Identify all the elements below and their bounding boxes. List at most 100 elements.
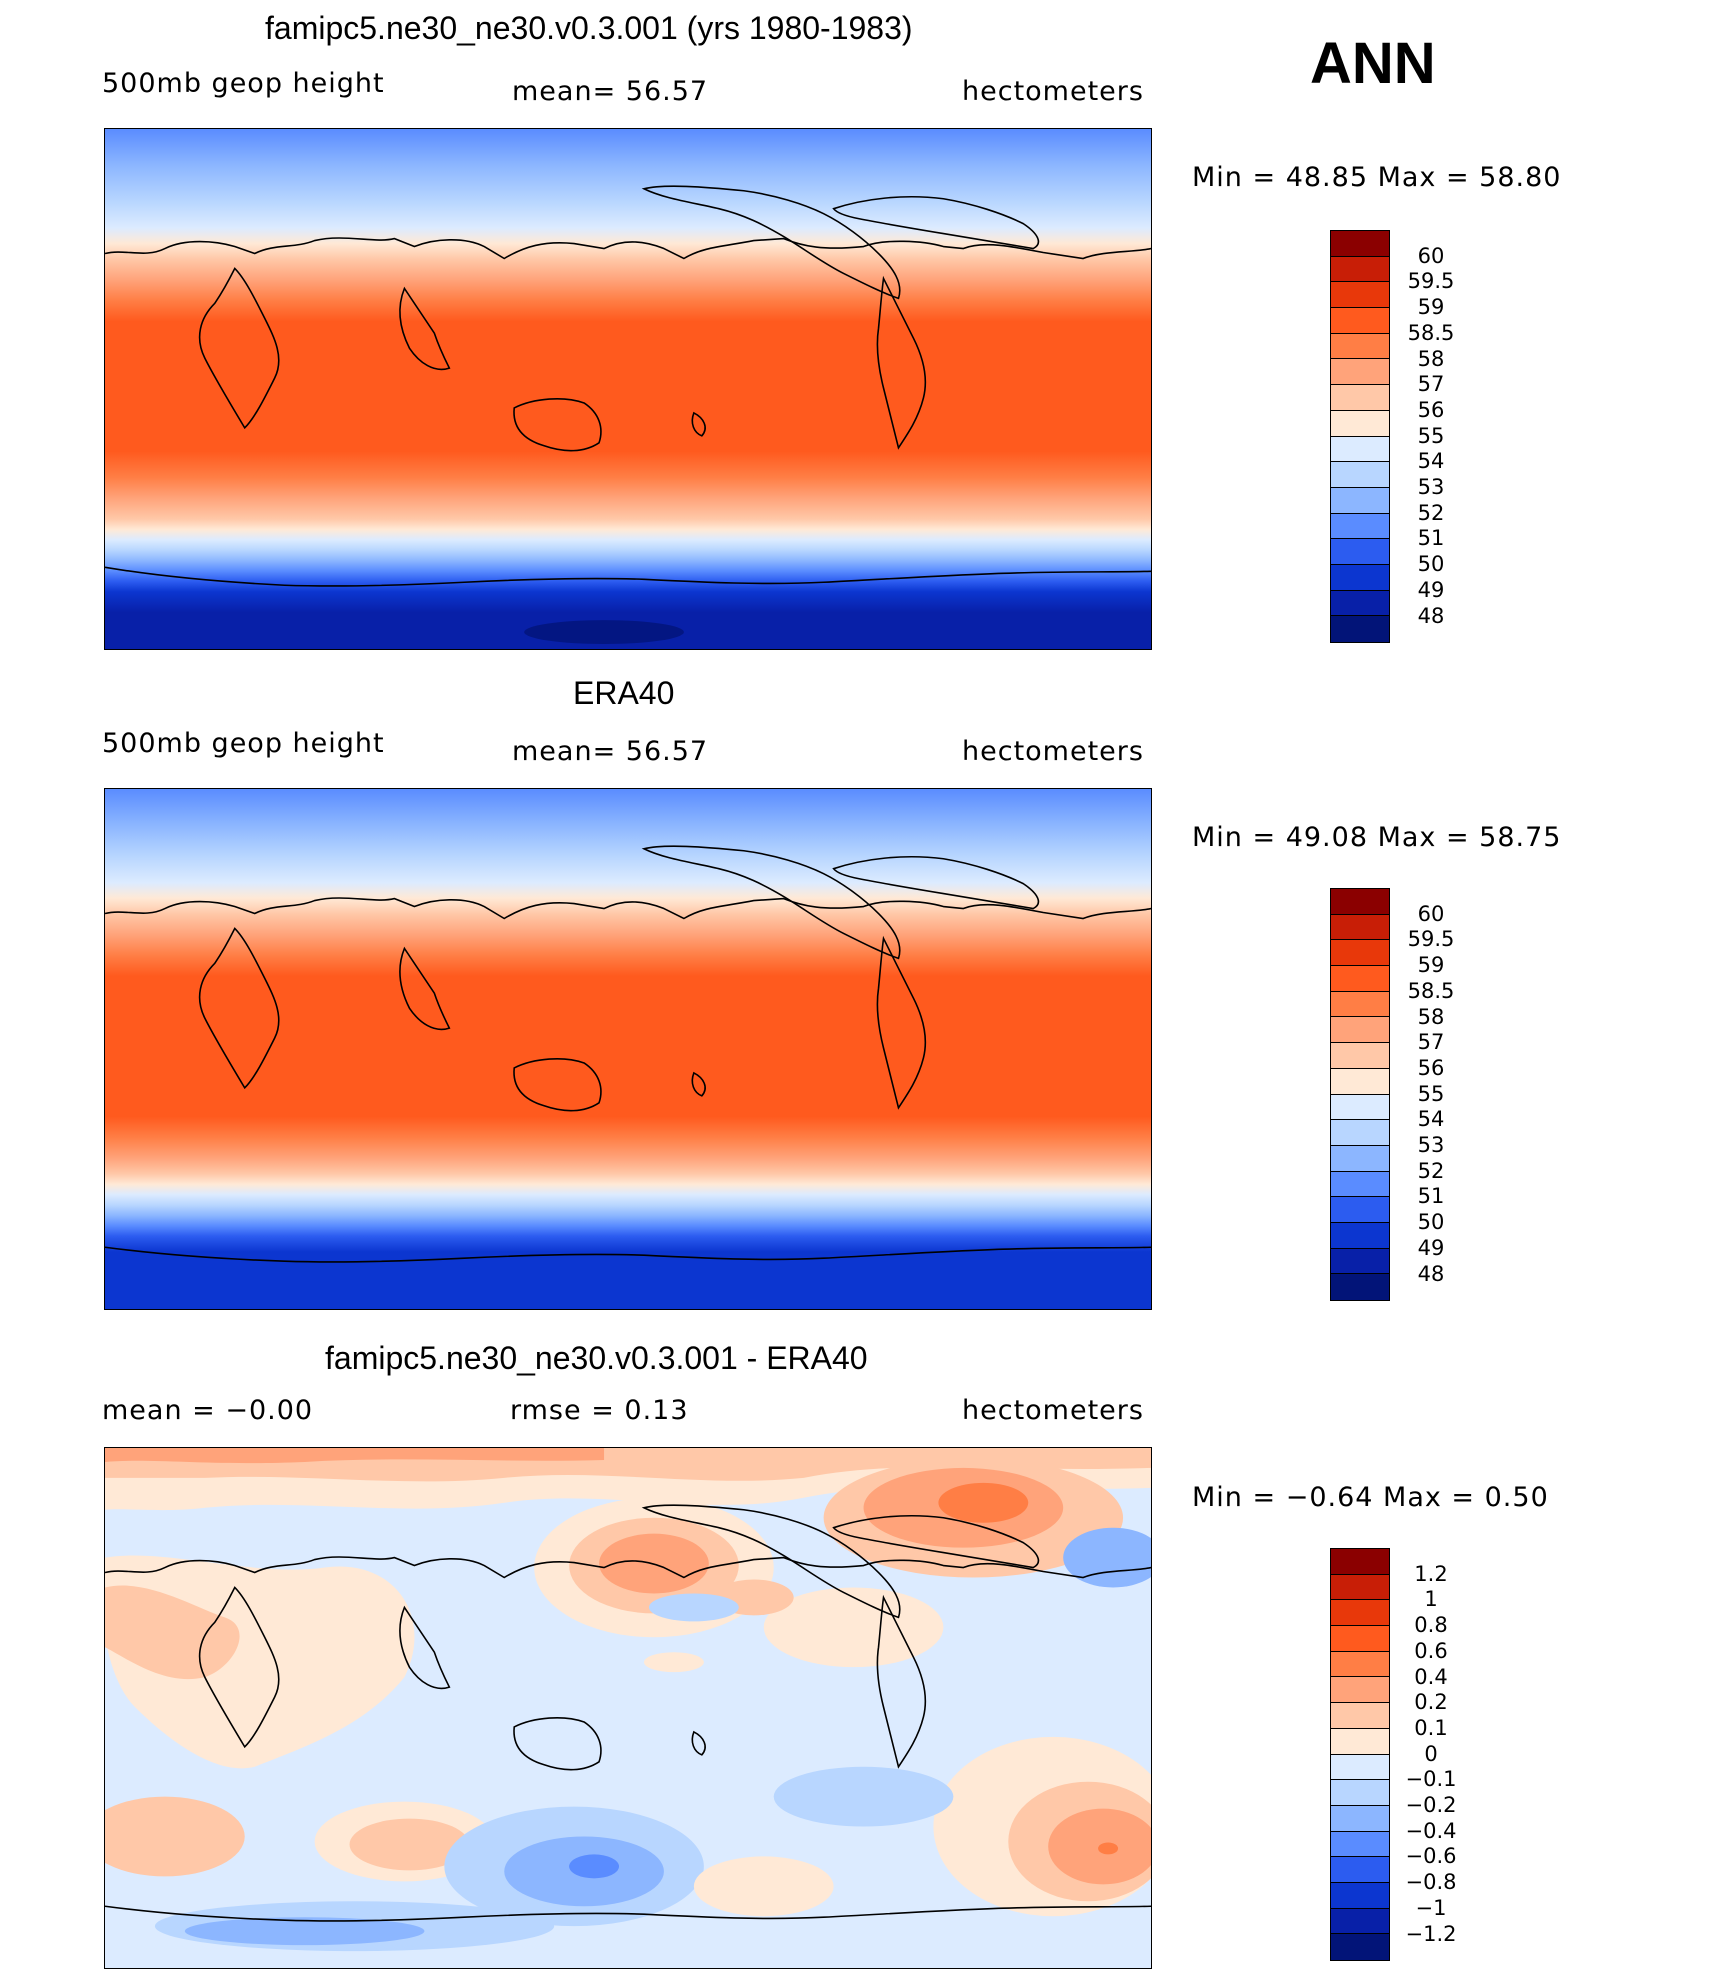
panel-3-coastlines [105,1504,1151,1922]
colorbar-cell [1331,1120,1389,1146]
colorbar-tick-label: 59 [1417,953,1445,978]
colorbar-cell [1331,1831,1389,1858]
colorbar-cell [1331,462,1389,488]
colorbar-tick-label: 50 [1417,1210,1445,1235]
panel-3-units: hectometers [962,1395,1144,1426]
colorbar-tick-label: 52 [1417,1158,1445,1183]
panel-3-minmax: Min = −0.64 Max = 0.50 [1192,1482,1549,1513]
colorbar-tick-label: 60 [1417,901,1445,926]
colorbar-tick-label: 51 [1417,526,1445,551]
colorbar-cell [1331,385,1389,411]
colorbar-tick-label: 55 [1417,1081,1445,1106]
colorbar-tick-label: 60 [1417,243,1445,268]
colorbar-tick-label: 1 [1424,1587,1438,1612]
colorbar-tick-label: 58 [1417,346,1445,371]
panel-3-mean: mean = −0.00 [102,1395,314,1426]
panel-3-rmse: rmse = 0.13 [510,1395,689,1426]
colorbar-cell [1331,991,1389,1018]
panel-1-title: famipc5.ne30_ne30.v0.3.001 (yrs 1980-198… [265,10,913,46]
colorbar-cell [1331,1780,1389,1806]
colorbar-tick-label: 53 [1417,475,1445,499]
colorbar-cell [1331,1549,1389,1575]
colorbar-tick-label: 0.1 [1414,1715,1448,1740]
colorbar-cell [1331,1197,1389,1223]
panel-1-variable-label: 500mb geop height [102,68,385,99]
panel-2-coastlines [105,845,1151,1263]
colorbar-cell [1331,1728,1389,1755]
colorbar-cell [1331,1145,1389,1172]
colorbar-cell [1331,539,1389,565]
colorbar-cell [1331,282,1389,309]
colorbar-cell [1331,1600,1389,1627]
colorbar-tick-label: 48 [1417,603,1445,628]
colorbar-cell [1331,1068,1389,1095]
panel-1-contour-field [105,129,1151,649]
colorbar-tick-label: 52 [1417,500,1445,525]
colorbar-cell [1331,1882,1389,1909]
colorbar-cell [1331,1805,1389,1832]
panel-1-map [104,128,1152,650]
colorbar-cell [1331,1908,1389,1935]
colorbar-tick-label: 49 [1417,577,1445,602]
colorbar-tick-label: 0.4 [1414,1664,1448,1689]
colorbar-tick-label: 57 [1417,372,1445,397]
colorbar-tick-label: 59.5 [1407,927,1455,952]
colorbar-tick-label: 0 [1424,1741,1438,1766]
colorbar-cell [1331,1171,1389,1198]
colorbar-tick-label: −0.4 [1405,1818,1457,1843]
colorbar-cell [1331,1626,1389,1652]
panel-2-minmax: Min = 49.08 Max = 58.75 [1192,822,1562,853]
colorbar-cell [1331,359,1389,386]
colorbar-tick-label: −0.6 [1405,1844,1457,1869]
colorbar-cell [1331,966,1389,992]
colorbar-cell [1331,410,1389,437]
colorbar-cell [1331,1094,1389,1121]
panel-2-map [104,788,1152,1310]
colorbar-tick-label: 0.2 [1414,1690,1448,1715]
colorbar-tick-label: 57 [1417,1030,1445,1055]
colorbar-tick-label: 56 [1417,1055,1445,1080]
colorbar-tick-label: 55 [1417,423,1445,448]
colorbar-cell [1331,333,1389,360]
colorbar-tick-label: 59 [1417,295,1445,320]
colorbar-tick-label: 58.5 [1407,320,1455,345]
colorbar-tick-label: 0.8 [1414,1613,1448,1638]
panel-3-colorbar [1330,1548,1390,1961]
colorbar-cell [1331,1222,1389,1249]
panel-3-map [104,1447,1152,1969]
colorbar-cell [1331,308,1389,334]
colorbar-tick-label: 0.6 [1414,1638,1448,1663]
panel-1-minmax: Min = 48.85 Max = 58.80 [1192,162,1562,193]
panel-3-title: famipc5.ne30_ne30.v0.3.001 - ERA40 [325,1340,868,1376]
panel-1-mean: mean= 56.57 [512,76,709,107]
colorbar-cell [1331,1754,1389,1781]
colorbar-cell [1331,436,1389,463]
colorbar-tick-label: 58.5 [1407,978,1455,1003]
colorbar-tick-label: 48 [1417,1261,1445,1286]
colorbar-tick-label: 54 [1417,1107,1445,1132]
colorbar-tick-label: 58 [1417,1004,1445,1029]
colorbar-cell [1331,1703,1389,1729]
colorbar-cell [1331,487,1389,514]
panel-2-units: hectometers [962,736,1144,767]
panel-2-title: ERA40 [573,675,675,711]
colorbar-cell [1331,1017,1389,1044]
colorbar-cell [1331,1274,1389,1300]
colorbar-cell [1331,940,1389,967]
colorbar-cell [1331,1857,1389,1883]
colorbar-cell [1331,1248,1389,1275]
colorbar-tick-label: −0.2 [1405,1793,1457,1817]
panel-2-variable-label: 500mb geop height [102,728,385,759]
panel-2-contour-field [105,789,1151,1309]
colorbar-tick-label: 1.2 [1414,1561,1448,1586]
colorbar-tick-label: −1 [1415,1895,1447,1920]
colorbar-tick-label: 50 [1417,552,1445,577]
panel-1-units: hectometers [962,76,1144,107]
panel-1-coastlines [105,185,1151,587]
colorbar-cell [1331,590,1389,617]
colorbar-cell [1331,889,1389,915]
colorbar-tick-label: 49 [1417,1235,1445,1260]
colorbar-tick-label: −0.1 [1405,1767,1457,1792]
colorbar-cell [1331,616,1389,642]
colorbar-cell [1331,1934,1389,1960]
